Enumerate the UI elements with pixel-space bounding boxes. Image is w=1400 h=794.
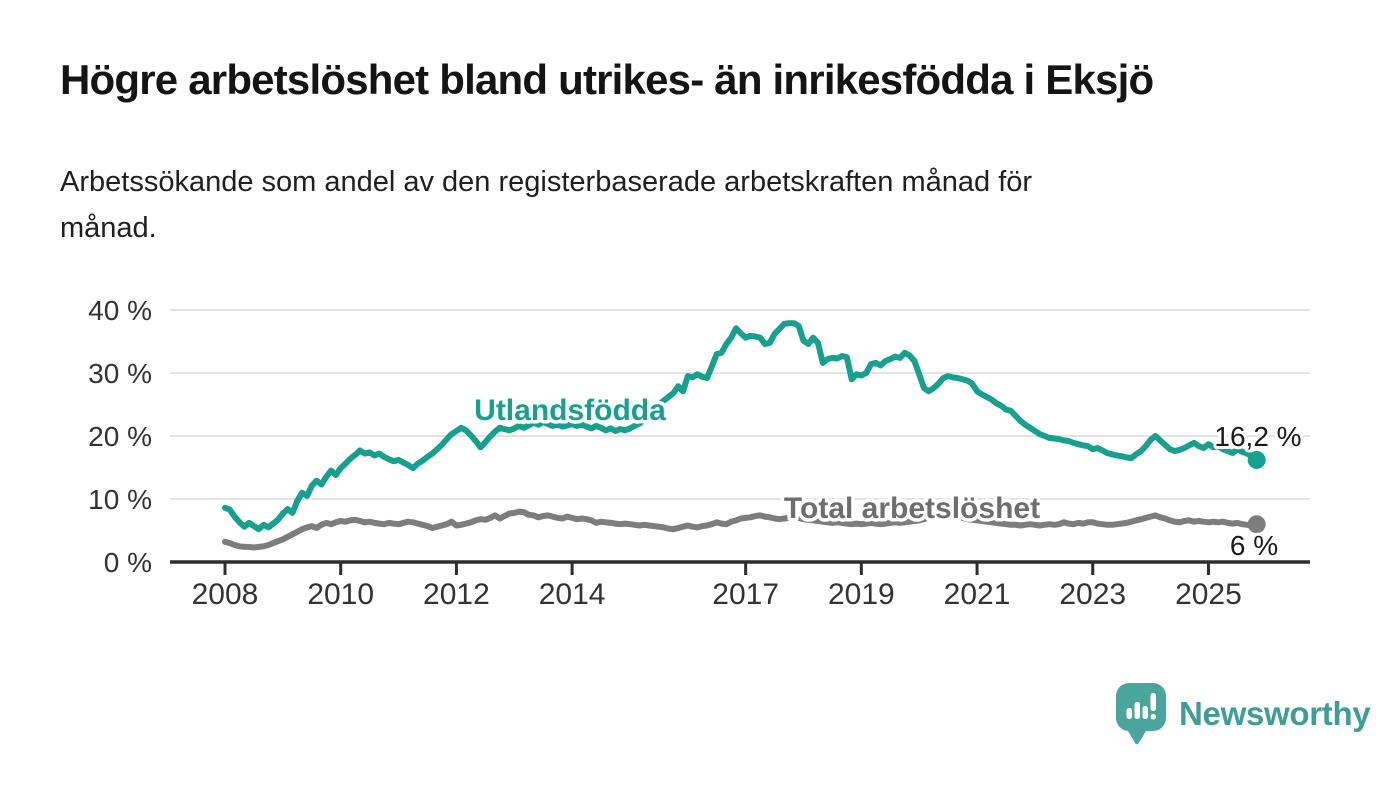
series-label-total: Total arbetslöshet xyxy=(784,492,1040,525)
brand-name: Newsworthy xyxy=(1179,695,1371,732)
x-tick-label: 2014 xyxy=(539,578,606,611)
x-tick-label: 2023 xyxy=(1059,578,1126,611)
newsworthy-brand: Newsworthy xyxy=(1116,682,1371,746)
page-subtitle: Arbetssökande som andel av den registerb… xyxy=(60,166,1033,244)
series-line-utlandsfodda xyxy=(222,320,1260,533)
y-tick-label: 30 % xyxy=(88,358,152,389)
series-line-total xyxy=(222,508,1260,551)
y-tick-label: 0 % xyxy=(104,547,152,578)
y-tick-label: 10 % xyxy=(88,484,152,515)
series-end-dot-total xyxy=(1247,515,1266,534)
x-tick-label: 2019 xyxy=(828,578,895,611)
x-tick-label: 2008 xyxy=(192,578,259,611)
y-tick-label: 40 % xyxy=(88,295,152,326)
x-tick-label: 2010 xyxy=(307,578,374,611)
y-axis-labels: 0 % 10 % 20 % 30 % 40 % xyxy=(88,295,152,578)
y-tick-label: 20 % xyxy=(88,421,152,452)
x-tick-label: 2025 xyxy=(1175,578,1242,611)
newsworthy-logo-icon xyxy=(1116,683,1166,745)
series-label-utlandsfodda: Utlandsfödda xyxy=(474,394,666,427)
gridlines xyxy=(170,309,1310,500)
x-tick-label: 2017 xyxy=(712,578,779,611)
series-end-dot-utlandsfodda xyxy=(1247,450,1266,469)
x-tick-label: 2012 xyxy=(423,578,490,611)
end-value-label-total: 6 % xyxy=(1230,530,1278,561)
x-axis: 2008 2010 2012 2014 2017 2019 2021 2023 2025 xyxy=(170,560,1310,611)
page-title: Högre arbetslöshet bland utrikes- än inr… xyxy=(60,56,1154,103)
end-value-label-utlandsfodda: 16,2 % xyxy=(1214,421,1301,452)
x-tick-label: 2021 xyxy=(944,578,1011,611)
